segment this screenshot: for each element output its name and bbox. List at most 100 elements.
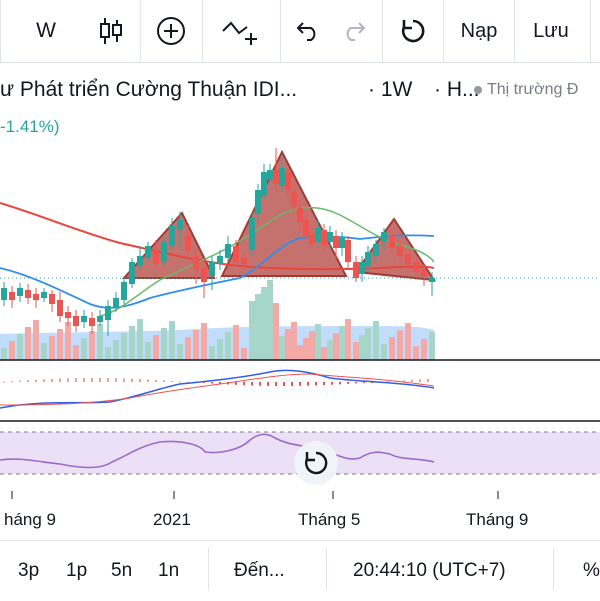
candle-body xyxy=(57,300,63,316)
volume-bar xyxy=(121,333,127,360)
goto-date-button[interactable]: Đến... xyxy=(234,560,285,581)
candle-body xyxy=(373,244,379,256)
candle-body xyxy=(65,312,71,318)
ma-blue-line xyxy=(0,234,435,309)
volume-bar xyxy=(185,337,191,360)
candle-body xyxy=(279,168,285,186)
macd-bar xyxy=(243,382,245,386)
volume-bar xyxy=(225,332,231,360)
candle-body xyxy=(389,236,395,248)
candle-body xyxy=(145,246,151,258)
compare-icon[interactable] xyxy=(212,0,270,62)
refresh-icon[interactable] xyxy=(388,0,438,62)
reset-chart-button[interactable] xyxy=(294,441,338,485)
redo-icon[interactable] xyxy=(332,0,376,62)
volume-bar xyxy=(97,324,103,360)
volume-bar xyxy=(303,338,309,360)
volume-bar xyxy=(9,341,15,360)
candle-body xyxy=(365,252,371,266)
candle-body xyxy=(321,230,327,246)
candle-body xyxy=(353,262,359,278)
candles-icon[interactable] xyxy=(84,0,138,62)
range-button-3p[interactable]: 3p xyxy=(18,560,40,581)
volume-bar xyxy=(381,344,387,360)
candle-body xyxy=(233,246,239,262)
macd-bar xyxy=(371,382,373,383)
volume-bar xyxy=(291,322,297,360)
candle-body xyxy=(333,236,339,248)
macd-bar xyxy=(251,382,253,386)
volume-bar xyxy=(389,337,395,360)
candle-body xyxy=(105,306,111,320)
macd-bar xyxy=(91,378,93,382)
volume-bar xyxy=(17,334,23,360)
macd-bar xyxy=(107,378,109,382)
macd-bar xyxy=(403,380,405,382)
macd-bar xyxy=(299,382,301,386)
volume-bar xyxy=(397,330,403,360)
macd-bar xyxy=(43,379,45,382)
volume-bar xyxy=(405,323,411,360)
candle-body xyxy=(153,250,159,264)
volume-bar xyxy=(177,344,183,360)
macd-bar xyxy=(147,379,149,382)
save-button[interactable]: Lưu xyxy=(518,0,584,62)
interval-button[interactable]: W xyxy=(0,0,92,62)
macd-bar xyxy=(155,379,157,382)
candle-body xyxy=(177,220,183,230)
candle-body xyxy=(249,218,255,250)
macd-bar xyxy=(323,382,325,386)
range-button-1n[interactable]: 1n xyxy=(158,560,180,581)
reset-icon xyxy=(305,451,328,475)
candle-body xyxy=(89,318,95,326)
volume-bar xyxy=(57,329,63,360)
percent-scale-button[interactable]: % xyxy=(583,560,600,581)
volume-bar xyxy=(201,323,207,360)
range-button-5n[interactable]: 5n xyxy=(111,560,133,581)
macd-bar xyxy=(427,378,429,382)
volume-bar xyxy=(413,346,419,360)
volume-bar xyxy=(345,319,351,360)
rsi-line xyxy=(0,433,435,469)
macd-bar xyxy=(19,380,21,382)
load-button[interactable]: Nạp xyxy=(446,0,512,62)
symbol-header[interactable]: ư Phát triển Cường Thuận IDI... · 1W · H… xyxy=(0,72,600,108)
candle-body xyxy=(17,288,23,296)
macd-bar xyxy=(267,382,269,386)
macd-bar xyxy=(123,378,125,382)
price-chart[interactable] xyxy=(0,140,600,485)
candle-body xyxy=(41,292,47,298)
candle-body xyxy=(161,242,167,262)
volume-bar xyxy=(339,326,345,360)
market-status: Thị trường Đ xyxy=(487,81,579,98)
candle-body xyxy=(73,316,79,326)
macd-bar xyxy=(51,378,53,382)
macd-line xyxy=(0,369,435,409)
volume-bar xyxy=(285,329,291,360)
save-label: Lưu xyxy=(533,19,569,42)
interval-label: W xyxy=(36,19,56,42)
macd-bar xyxy=(411,379,413,382)
candle-body xyxy=(201,268,207,282)
candle-body xyxy=(267,170,273,180)
volume-bar xyxy=(73,345,79,360)
volume-bar xyxy=(209,346,215,360)
macd-bar xyxy=(75,378,77,382)
volume-bar xyxy=(89,331,95,360)
macd-bar xyxy=(291,382,293,386)
undo-icon[interactable] xyxy=(286,0,330,62)
time-axis-label: 2021 xyxy=(153,510,191,529)
macd-bar xyxy=(315,382,317,386)
timezone-clock[interactable]: 20:44:10 (UTC+7) xyxy=(353,560,506,581)
add-indicator-icon[interactable] xyxy=(144,0,198,62)
volume-bar xyxy=(321,347,327,360)
volume-bar xyxy=(81,338,87,360)
volume-bar xyxy=(41,343,47,360)
macd-bar xyxy=(283,382,285,386)
range-button-1p[interactable]: 1p xyxy=(66,560,88,581)
candle-body xyxy=(297,208,303,222)
volume-bar xyxy=(421,339,427,360)
candle-body xyxy=(217,256,223,264)
candle-body xyxy=(113,298,119,308)
candle-body xyxy=(303,220,309,236)
